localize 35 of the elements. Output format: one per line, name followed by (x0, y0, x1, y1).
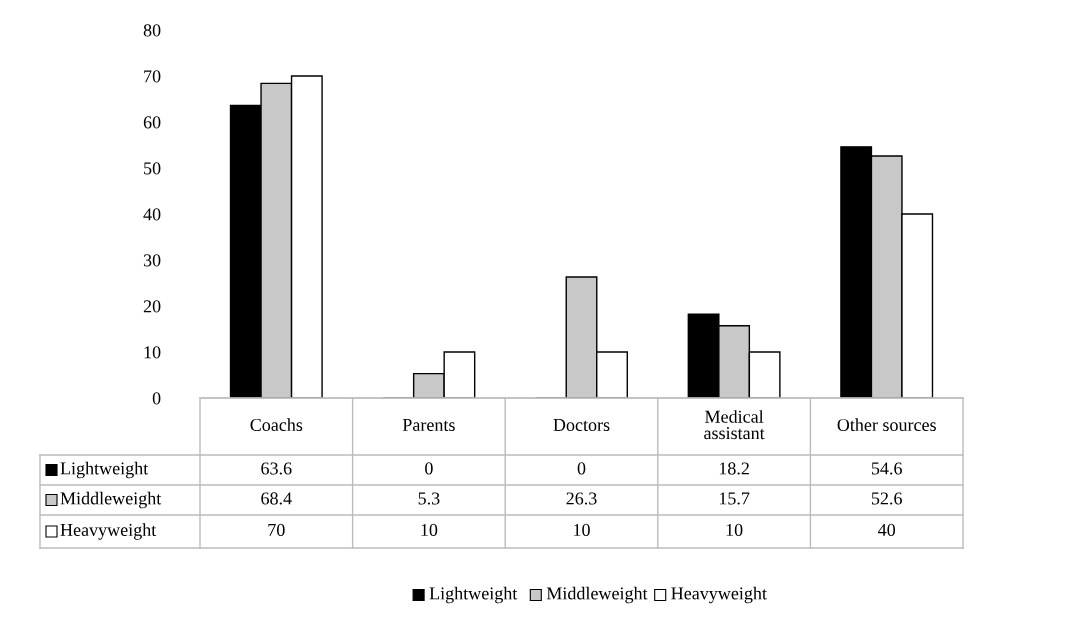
legend-label: Middleweight (60, 491, 162, 509)
data-label: 70 (268, 523, 285, 537)
data-label: 26.3 (566, 492, 597, 505)
data-label: 68.4 (261, 492, 292, 505)
data-label: 0 (577, 462, 586, 475)
text: Heavyweight (671, 586, 767, 604)
y-tick-label: 60 (143, 116, 161, 129)
data-label: 18.2 (719, 462, 749, 475)
y-tick-label: 20 (143, 300, 161, 313)
y-tick-label: 40 (143, 208, 161, 221)
legend-label: Heavyweight (60, 523, 157, 540)
data-label: 10 (726, 523, 743, 537)
x-tick-label: Other sources (837, 418, 936, 432)
y-tick-label: 0 (152, 392, 161, 405)
legend-label: Lightweight (60, 461, 149, 479)
y-tick-label: 80 (143, 24, 161, 37)
x-tick-label: Coachs (250, 418, 303, 432)
data-label: 10 (574, 523, 590, 537)
y-tick-label: 70 (144, 70, 161, 83)
x-tick-label: Medical assistant (704, 410, 765, 440)
y-tick-label: 50 (144, 162, 161, 175)
data-label: 54.6 (871, 462, 902, 475)
data-label: 5.3 (418, 492, 440, 505)
data-label: 52.6 (871, 492, 902, 505)
text: Lightweight (429, 586, 518, 604)
data-label: 63.6 (261, 462, 292, 475)
y-tick-label: 10 (144, 346, 161, 359)
data-label: 15.7 (719, 492, 750, 505)
data-label: 10 (421, 523, 438, 537)
y-tick-label: 30 (143, 254, 161, 267)
text: Middleweight (546, 586, 648, 604)
data-label: 0 (425, 462, 433, 475)
x-tick-label: Parents (402, 419, 455, 432)
x-tick-label: Doctors (553, 419, 610, 432)
data-label: 40 (878, 523, 896, 537)
